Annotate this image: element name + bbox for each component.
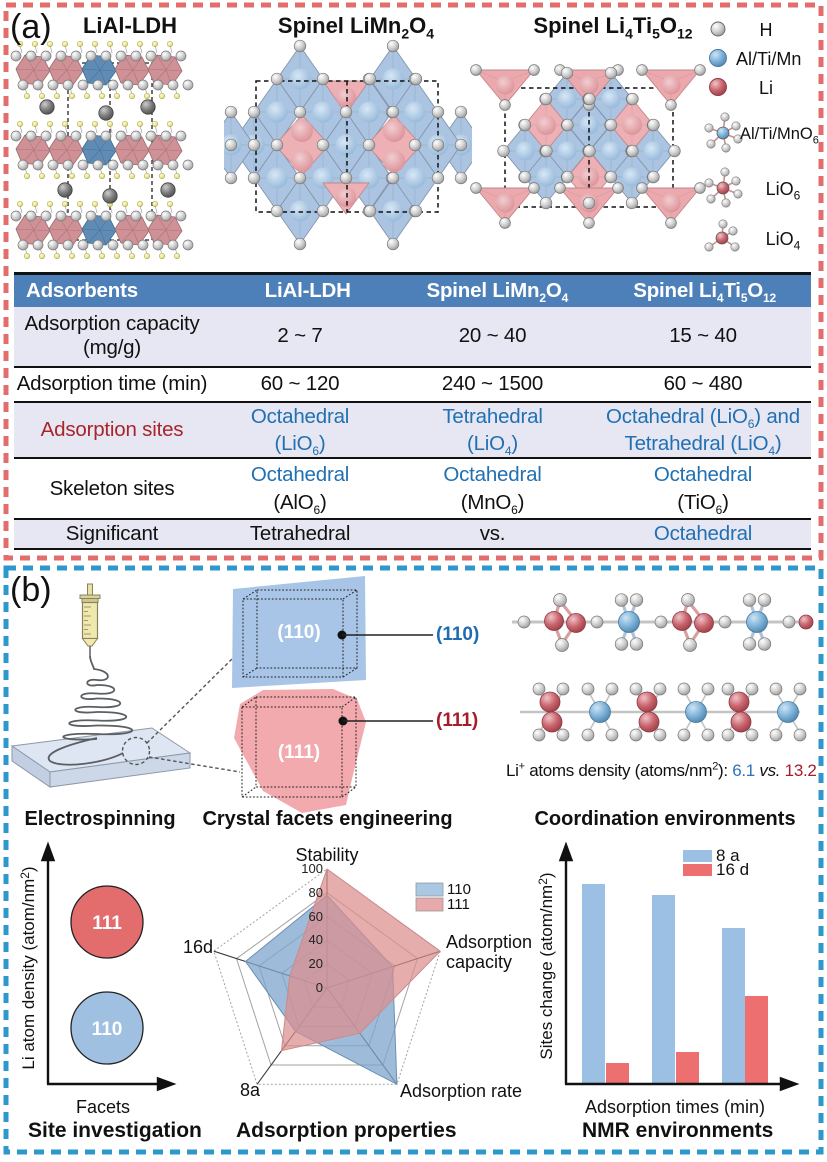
svg-text:Facets: Facets bbox=[76, 1097, 130, 1117]
svg-text:80: 80 bbox=[309, 885, 323, 900]
svg-text:110: 110 bbox=[447, 881, 471, 898]
svg-text:40: 40 bbox=[309, 932, 323, 947]
svg-text:Stability: Stability bbox=[295, 845, 358, 865]
svg-text:capacity: capacity bbox=[446, 952, 512, 972]
svg-text:111: 111 bbox=[92, 913, 122, 934]
svg-text:8a: 8a bbox=[240, 1080, 261, 1100]
svg-text:Li atom density (atom/nm2): Li atom density (atom/nm2) bbox=[18, 866, 38, 1069]
svg-text:Adsorption rate: Adsorption rate bbox=[400, 1081, 522, 1101]
svg-text:0: 0 bbox=[316, 980, 323, 995]
svg-text:Adsorption times (min): Adsorption times (min) bbox=[585, 1097, 765, 1117]
svg-text:8 a: 8 a bbox=[716, 846, 740, 865]
svg-text:20: 20 bbox=[309, 956, 323, 971]
svg-text:110: 110 bbox=[92, 1019, 123, 1040]
svg-text:100: 100 bbox=[301, 861, 323, 876]
svg-text:Sites change (atom/nm2): Sites change (atom/nm2) bbox=[536, 872, 556, 1059]
svg-text:111: 111 bbox=[447, 896, 470, 913]
svg-text:Adsorption: Adsorption bbox=[446, 932, 532, 952]
svg-text:60: 60 bbox=[309, 909, 323, 924]
svg-text:16d: 16d bbox=[183, 937, 213, 957]
svg-text:16 d: 16 d bbox=[716, 860, 749, 879]
